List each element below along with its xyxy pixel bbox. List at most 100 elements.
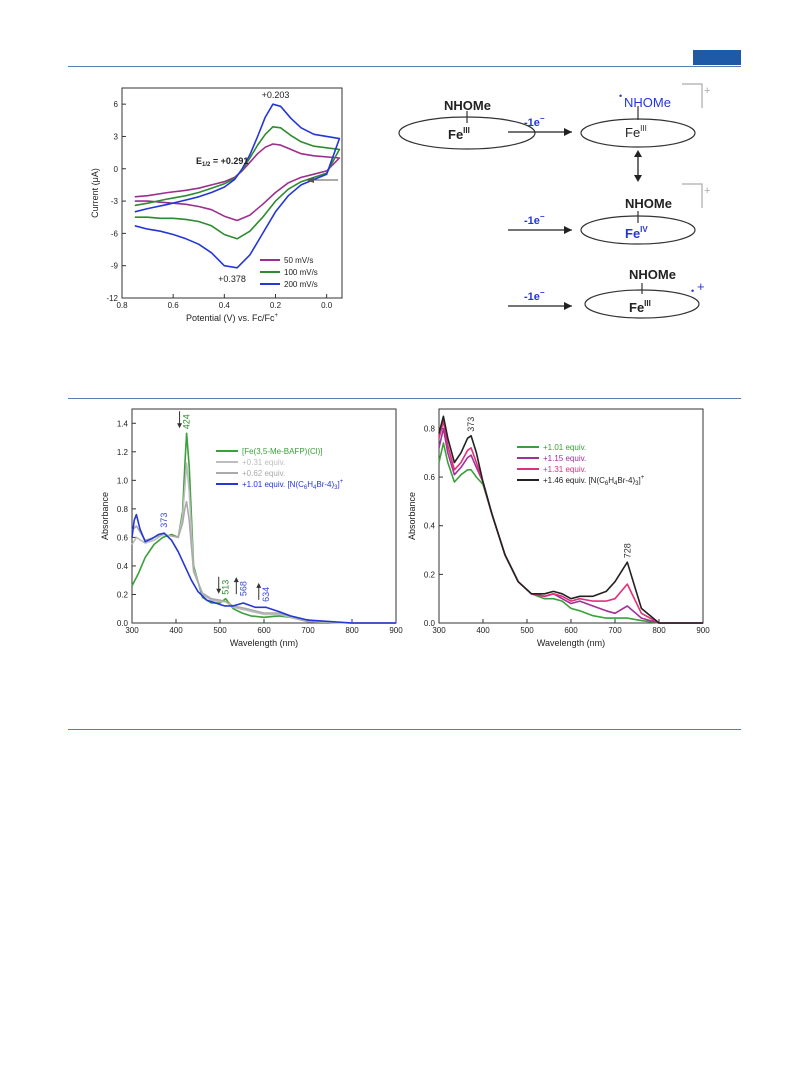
x-tick-label: 0.4 bbox=[219, 301, 231, 310]
porphyrin-disk-3 bbox=[580, 215, 696, 245]
fe-label-3: FeIV bbox=[625, 225, 648, 241]
x-tick-label: 300 bbox=[432, 626, 446, 635]
x-tick-label: 0.2 bbox=[270, 301, 282, 310]
arrow-label-3: -1e− bbox=[524, 288, 545, 303]
middle-divider bbox=[68, 398, 741, 399]
series-line bbox=[131, 513, 396, 624]
legend-label: 50 mV/s bbox=[284, 256, 313, 265]
peak-arrow-head bbox=[233, 577, 239, 583]
y-tick-label: 3 bbox=[114, 132, 119, 141]
y-tick-label: 0 bbox=[114, 165, 119, 174]
y-axis-label: Current (μA) bbox=[90, 168, 100, 218]
charge-2: + bbox=[704, 85, 710, 97]
y-tick-label: 0.4 bbox=[424, 522, 436, 531]
y-tick-label: 1.2 bbox=[117, 448, 129, 457]
legend-label: +1.01 equiv. [N(C6H4Br-4)3]+ bbox=[242, 479, 344, 491]
arrow-head-2 bbox=[564, 226, 572, 234]
equilibrium-head-down bbox=[634, 175, 642, 182]
radical-dot-2: • bbox=[619, 91, 622, 101]
legend-label: +0.62 equiv. bbox=[242, 469, 285, 478]
x-tick-label: 800 bbox=[345, 626, 359, 635]
y-tick-label: 0.0 bbox=[424, 619, 436, 628]
anodic-peak-label: +0.203 bbox=[262, 90, 290, 100]
x-tick-label: 800 bbox=[652, 626, 666, 635]
y-tick-label: -9 bbox=[111, 262, 119, 271]
peak-label: 373 bbox=[466, 417, 476, 432]
uv-vis-chart-right: 300 400 500 600 700 800 900 0.0 0.2 0.4 0.6 0.8 Wave… bbox=[407, 408, 710, 648]
equilibrium-head-up bbox=[634, 150, 642, 157]
x-tick-label: 600 bbox=[564, 626, 578, 635]
x-tick-label: 400 bbox=[476, 626, 490, 635]
x-tick-label: 0.6 bbox=[168, 301, 180, 310]
cathodic-peak-label: +0.378 bbox=[218, 274, 246, 284]
legend-label: +1.15 equiv. bbox=[543, 454, 586, 463]
legend-label: 200 mV/s bbox=[284, 280, 318, 289]
peak-label: 424 bbox=[182, 414, 192, 429]
arrow-head-3 bbox=[564, 302, 572, 310]
legend-label: +1.01 equiv. bbox=[543, 443, 586, 452]
e-half-label: E1/2 = +0.291 bbox=[196, 156, 248, 168]
y-tick-label: -3 bbox=[111, 197, 119, 206]
legend-label: +1.31 equiv. bbox=[543, 465, 586, 474]
ligand-label-4: NHOMe bbox=[629, 267, 676, 282]
y-tick-label: 6 bbox=[114, 100, 119, 109]
legend-label: +0.31 equiv. bbox=[242, 458, 285, 467]
y-tick-label: 1.4 bbox=[117, 419, 129, 428]
y-axis-label: Absorbance bbox=[407, 492, 417, 540]
fe-label-4: FeIII bbox=[629, 299, 651, 315]
peak-label: 568 bbox=[238, 581, 248, 596]
series-line bbox=[131, 432, 396, 624]
bracket-2 bbox=[682, 83, 703, 108]
peak-label: 373 bbox=[159, 513, 169, 528]
x-axis-label: Wavelength (nm) bbox=[537, 638, 605, 648]
uv-vis-chart-left: 300 400 500 600 700 800 900 0.0 0.2 0.4 0.6 0.8 1.0 1… bbox=[100, 408, 403, 648]
x-axis-label: Potential (V) vs. Fc/Fc+ bbox=[186, 313, 279, 323]
y-tick-label: 0.0 bbox=[117, 619, 129, 628]
legend-label: [Fe(3,5-Me-BAFP)(Cl)] bbox=[242, 447, 322, 456]
y-tick-label: 0.6 bbox=[424, 473, 436, 482]
y-axis-label: Absorbance bbox=[100, 492, 110, 540]
series-line bbox=[438, 415, 703, 624]
x-tick-label: 400 bbox=[169, 626, 183, 635]
legend-label: 100 mV/s bbox=[284, 268, 318, 277]
cv-chart: 0.8 0.6 0.4 0.2 0.0 6 3 0 -3 -6 -9 -12 Potential (V)… bbox=[90, 87, 343, 323]
ligand-label-3: NHOMe bbox=[625, 196, 672, 211]
peak-label: 513 bbox=[221, 580, 231, 595]
x-axis-label: Wavelength (nm) bbox=[230, 638, 298, 648]
oxidation-scheme: NHOMe FeIII -1e− • NHOMe FeIII + + NHOMe… bbox=[398, 83, 710, 319]
ligand-label-1: NHOMe bbox=[444, 98, 491, 113]
ligand-label-2: NHOMe bbox=[624, 95, 671, 110]
fe-label-2: FeIII bbox=[625, 124, 647, 140]
series-line bbox=[134, 125, 341, 240]
charge-4: + bbox=[697, 279, 705, 294]
x-tick-label: 0.8 bbox=[116, 301, 128, 310]
arrow-label-2: -1e− bbox=[524, 212, 545, 227]
y-tick-label: 0.8 bbox=[117, 505, 129, 514]
x-tick-label: 900 bbox=[696, 626, 710, 635]
peak-arrow-head bbox=[177, 423, 183, 429]
y-tick-label: 0.6 bbox=[117, 533, 129, 542]
radical-dot-4: • bbox=[691, 286, 694, 296]
bottom-divider bbox=[68, 729, 741, 730]
series-line bbox=[134, 103, 341, 269]
bracket-3 bbox=[682, 183, 703, 208]
x-tick-label: 0.0 bbox=[321, 301, 333, 310]
scan-direction-arrow-head bbox=[306, 177, 314, 183]
y-tick-label: 0.8 bbox=[424, 424, 436, 433]
x-tick-label: 700 bbox=[608, 626, 622, 635]
arrow-label-1: -1e− bbox=[524, 114, 545, 129]
x-tick-label: 300 bbox=[125, 626, 139, 635]
y-tick-label: 0.2 bbox=[117, 590, 129, 599]
arrow-head-1 bbox=[564, 128, 572, 136]
peak-label: 634 bbox=[261, 587, 271, 602]
y-tick-label: 0.2 bbox=[424, 570, 436, 579]
plot-frame bbox=[121, 87, 343, 299]
plot-frame bbox=[438, 408, 704, 624]
top-divider bbox=[68, 66, 741, 67]
header-tab-marker bbox=[693, 50, 741, 65]
x-tick-label: 900 bbox=[389, 626, 403, 635]
fe-label-1: FeIII bbox=[448, 126, 470, 142]
legend-label: +1.46 equiv. [N(C6H4Br-4)3]+ bbox=[543, 475, 645, 487]
peak-label: 728 bbox=[622, 543, 632, 558]
y-tick-label: -6 bbox=[111, 229, 119, 238]
